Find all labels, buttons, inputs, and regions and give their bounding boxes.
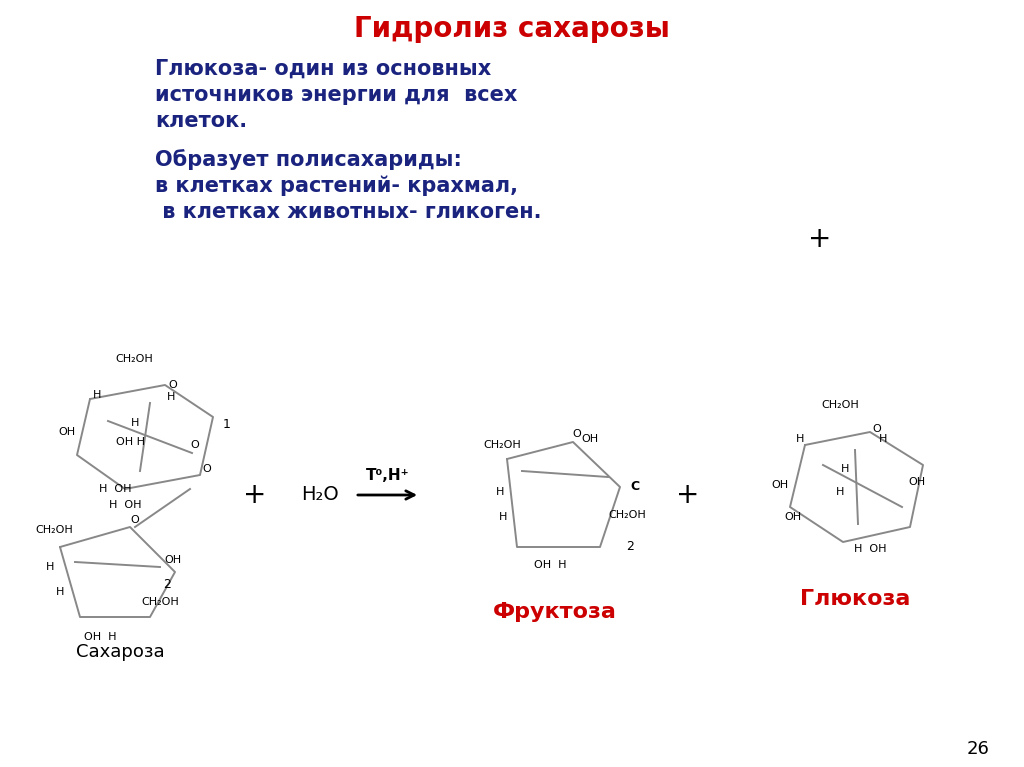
Text: H₂O: H₂O (301, 486, 339, 505)
Text: C: C (631, 480, 640, 493)
Text: OH: OH (771, 480, 788, 490)
Text: H  OH: H OH (98, 484, 131, 494)
Text: H  OH: H OH (109, 500, 141, 510)
Text: CH₂OH: CH₂OH (141, 597, 179, 607)
Text: O: O (169, 380, 177, 390)
Text: в клетках растений- крахмал,: в клетках растений- крахмал, (155, 176, 518, 196)
Text: Гидролиз сахарозы: Гидролиз сахарозы (354, 15, 670, 43)
Text: CH₂OH: CH₂OH (115, 354, 153, 364)
Text: источников энергии для  всех: источников энергии для всех (155, 85, 517, 105)
Text: OH: OH (58, 427, 76, 437)
Text: 2: 2 (163, 578, 171, 591)
Text: Глюкоза: Глюкоза (800, 589, 910, 609)
Text: CH₂OH: CH₂OH (35, 525, 73, 535)
Text: H: H (841, 464, 849, 474)
Text: CH₂OH: CH₂OH (483, 440, 521, 450)
Text: O: O (190, 440, 200, 450)
Text: Образует полисахариды:: Образует полисахариды: (155, 150, 462, 170)
Text: H: H (56, 587, 65, 597)
Text: T⁰,H⁺: T⁰,H⁺ (367, 468, 410, 482)
Text: H: H (167, 392, 175, 402)
Text: в клетках животных- гликоген.: в клетках животных- гликоген. (155, 202, 542, 222)
Text: H: H (93, 390, 101, 400)
Text: OH: OH (582, 434, 599, 444)
Text: H: H (796, 434, 804, 444)
Text: OH H: OH H (116, 437, 144, 447)
Text: +: + (244, 481, 266, 509)
Text: 26: 26 (967, 740, 990, 758)
Text: H: H (499, 512, 507, 522)
Text: H: H (46, 562, 54, 572)
Text: H: H (879, 434, 887, 444)
Text: +: + (808, 225, 831, 253)
Text: OH  H: OH H (534, 560, 566, 570)
Text: O: O (572, 429, 582, 439)
Text: OH  H: OH H (84, 632, 117, 642)
Text: H: H (496, 487, 504, 497)
Text: O: O (203, 464, 211, 474)
Text: CH₂OH: CH₂OH (608, 510, 646, 520)
Text: OH: OH (165, 555, 181, 565)
Text: H: H (836, 487, 844, 497)
Text: Глюкоза- один из основных: Глюкоза- один из основных (155, 59, 492, 79)
Text: H  OH: H OH (854, 544, 886, 554)
Text: Сахароза: Сахароза (76, 643, 164, 661)
Text: клеток.: клеток. (155, 111, 247, 131)
Text: H: H (131, 418, 139, 428)
Text: OH: OH (784, 512, 802, 522)
Text: OH: OH (908, 477, 926, 487)
Text: +: + (676, 481, 699, 509)
Text: CH₂OH: CH₂OH (821, 400, 859, 410)
Text: Фруктоза: Фруктоза (494, 602, 616, 622)
Text: 1: 1 (223, 419, 231, 432)
Text: O: O (872, 424, 882, 434)
Text: 2: 2 (626, 541, 634, 554)
Text: O: O (131, 515, 139, 525)
